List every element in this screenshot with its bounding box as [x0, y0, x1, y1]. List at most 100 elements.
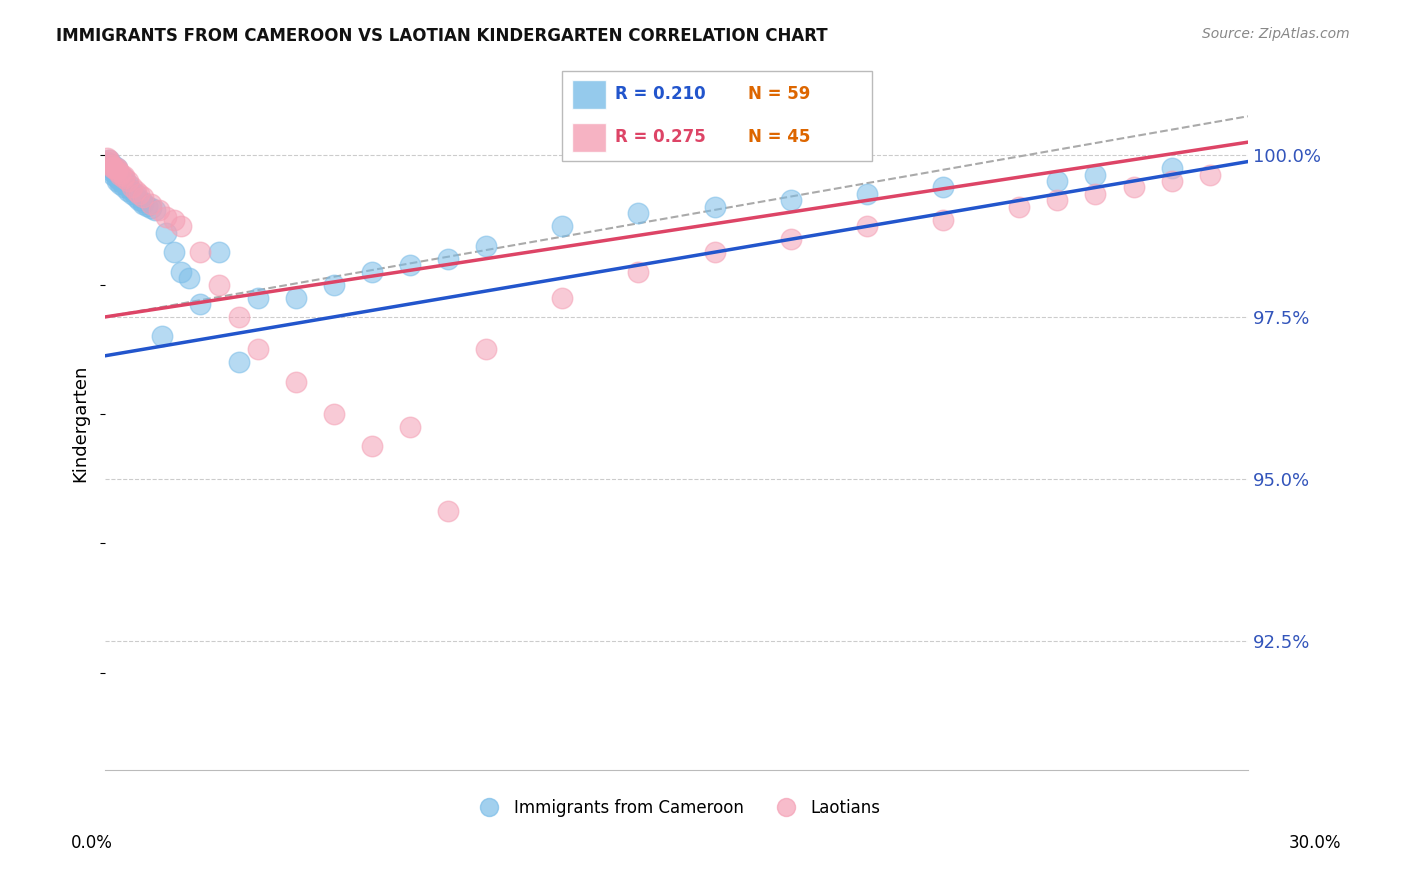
Point [208, 277, 231, 292]
Y-axis label: Kindergarten: Kindergarten [72, 365, 89, 483]
Point [105, 161, 128, 175]
Point [779, 232, 801, 246]
Point [190, 245, 212, 260]
Point [101, 160, 124, 174]
Point [112, 169, 135, 183]
Point [551, 219, 574, 234]
Point [437, 504, 460, 518]
Point [112, 170, 135, 185]
Point [101, 168, 124, 182]
Point [132, 196, 155, 211]
Point [627, 265, 650, 279]
Point [856, 186, 879, 201]
Point [105, 164, 128, 178]
Point [117, 184, 139, 198]
Text: IMMIGRANTS FROM CAMEROON VS LAOTIAN KINDERGARTEN CORRELATION CHART: IMMIGRANTS FROM CAMEROON VS LAOTIAN KIND… [56, 27, 828, 45]
Point [101, 164, 124, 178]
Point [105, 174, 128, 188]
Point [322, 277, 344, 292]
Point [101, 161, 124, 175]
Point [284, 375, 307, 389]
Point [1122, 180, 1144, 194]
Point [932, 212, 955, 227]
Point [627, 206, 650, 220]
Legend: Immigrants from Cameroon, Laotians: Immigrants from Cameroon, Laotians [465, 793, 887, 824]
Point [155, 226, 177, 240]
Point [139, 196, 162, 211]
Point [1008, 200, 1031, 214]
Point [101, 158, 124, 172]
Text: R = 0.275: R = 0.275 [614, 128, 706, 146]
Point [1046, 194, 1069, 208]
Point [177, 271, 200, 285]
Point [246, 291, 269, 305]
Point [105, 168, 128, 182]
Point [1160, 161, 1182, 175]
Point [125, 184, 148, 198]
Point [1160, 174, 1182, 188]
Point [932, 180, 955, 194]
Point [360, 265, 382, 279]
Point [170, 265, 193, 279]
Point [96, 154, 118, 169]
Point [98, 153, 121, 167]
Point [136, 198, 159, 212]
Bar [572, 123, 606, 152]
Point [98, 153, 121, 168]
Point [208, 245, 231, 260]
Point [437, 252, 460, 266]
Point [96, 152, 118, 166]
Point [163, 245, 186, 260]
Point [132, 194, 155, 209]
Point [110, 170, 132, 185]
Point [148, 203, 170, 218]
Point [105, 164, 128, 178]
Point [322, 407, 344, 421]
Point [1084, 168, 1107, 182]
Point [105, 161, 128, 175]
Point [360, 439, 382, 453]
Point [399, 420, 422, 434]
Point [150, 329, 173, 343]
Point [170, 219, 193, 234]
Text: 0.0%: 0.0% [70, 834, 112, 852]
Point [551, 291, 574, 305]
Point [128, 194, 150, 208]
Text: R = 0.210: R = 0.210 [614, 85, 706, 103]
Text: Source: ZipAtlas.com: Source: ZipAtlas.com [1202, 27, 1350, 41]
Point [703, 245, 725, 260]
Text: N = 45: N = 45 [748, 128, 810, 146]
Point [284, 291, 307, 305]
Point [703, 200, 725, 214]
Point [112, 178, 135, 192]
Point [121, 186, 143, 201]
Point [190, 297, 212, 311]
Point [110, 166, 132, 180]
Text: 30.0%: 30.0% [1288, 834, 1341, 852]
Point [139, 201, 162, 215]
Point [110, 174, 132, 188]
Point [100, 161, 122, 175]
Point [121, 180, 143, 194]
Point [117, 180, 139, 194]
Point [163, 212, 186, 227]
Point [100, 164, 122, 178]
Point [1198, 168, 1220, 182]
Point [246, 343, 269, 357]
Point [100, 158, 122, 172]
Point [125, 186, 148, 201]
Point [121, 184, 143, 198]
Point [1046, 174, 1069, 188]
Point [856, 219, 879, 234]
Point [98, 156, 121, 170]
Point [110, 178, 132, 192]
Point [132, 190, 155, 204]
Point [110, 168, 132, 182]
Point [112, 180, 135, 194]
Point [1084, 186, 1107, 201]
Point [125, 190, 148, 204]
Point [128, 186, 150, 201]
Point [228, 310, 250, 324]
Point [98, 158, 121, 172]
Point [228, 355, 250, 369]
